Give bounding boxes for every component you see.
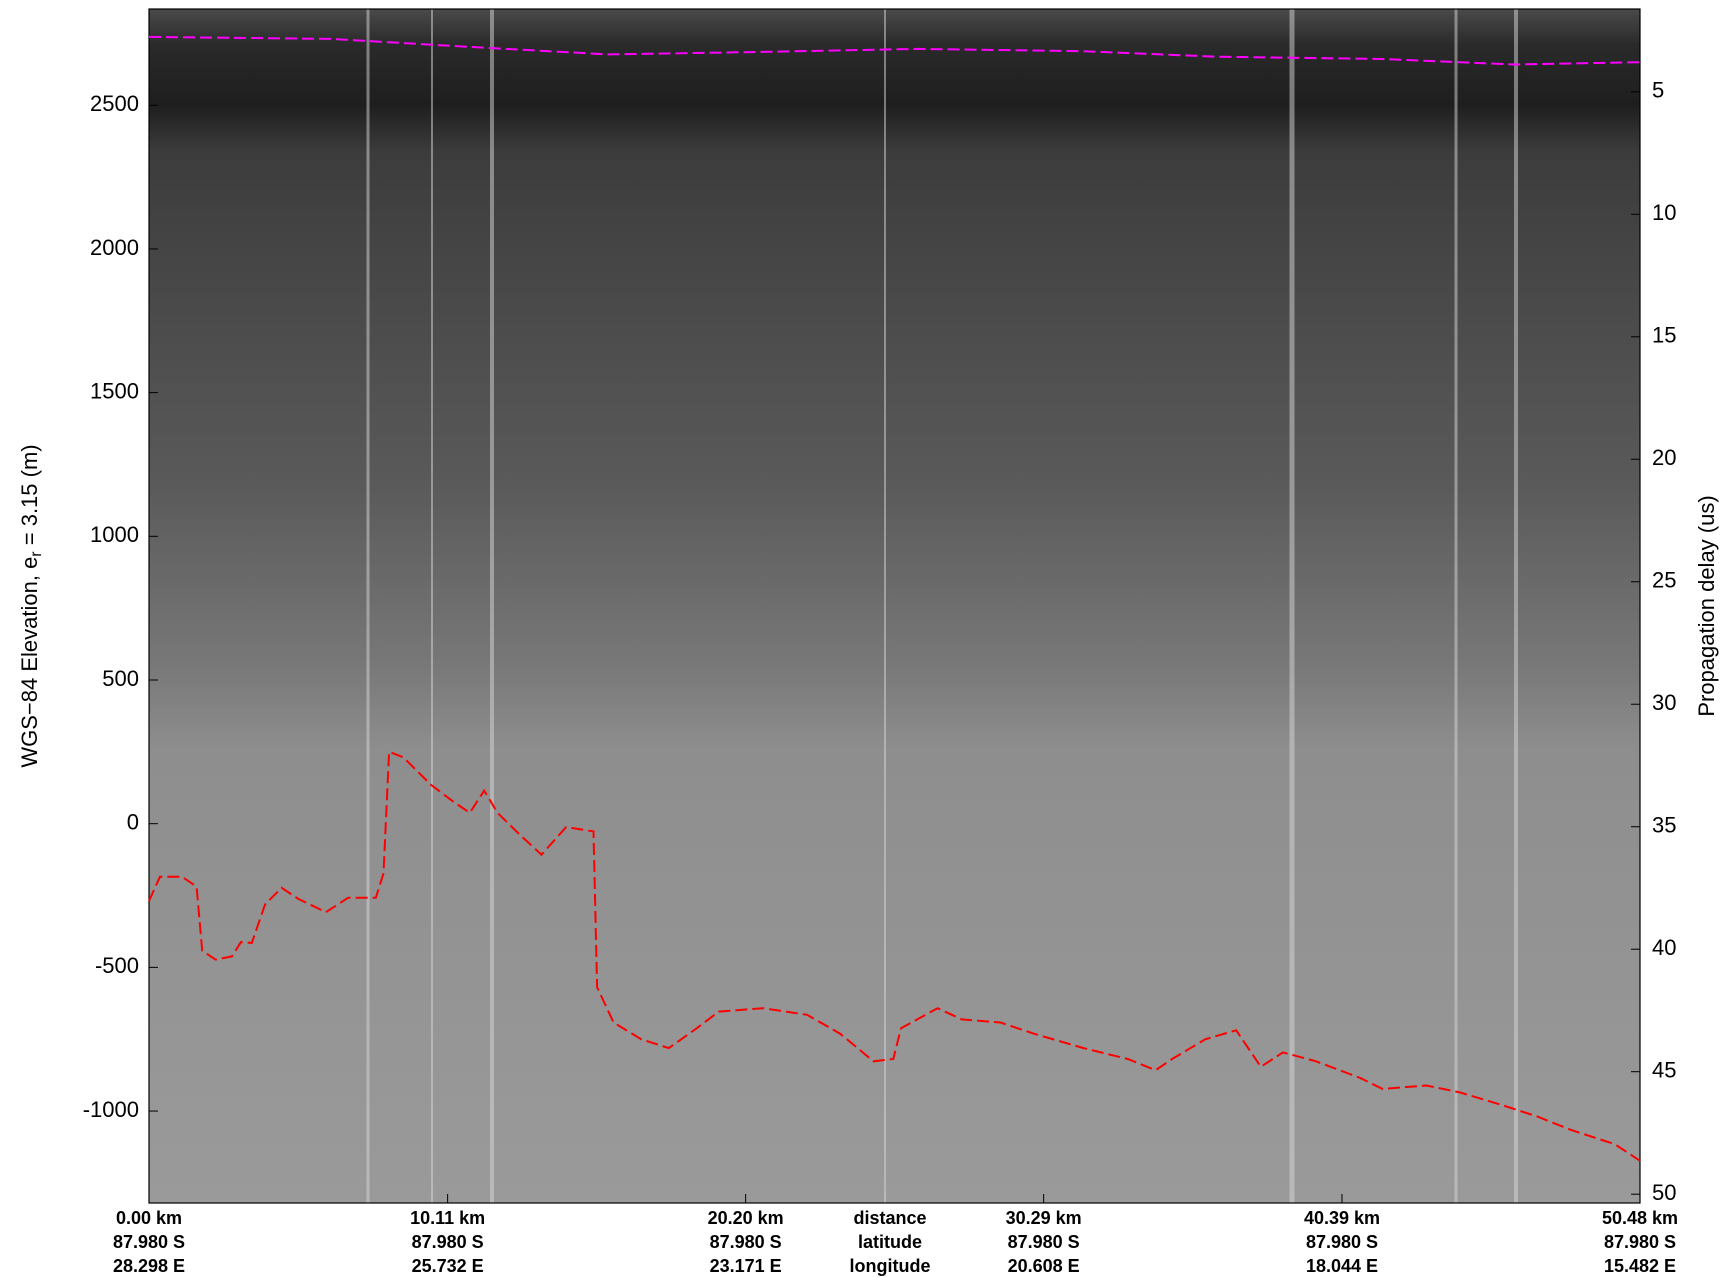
x-tick-label: 0.00 km [116,1208,182,1228]
y2-tick-label: 45 [1652,1058,1676,1083]
y-tick-label: 2000 [90,235,139,260]
y-tick-label: 2500 [90,91,139,116]
y2-tick-label: 50 [1652,1180,1676,1205]
x-tick-label: 20.20 km [708,1208,784,1228]
x-tick-longitude: 25.732 E [412,1256,484,1276]
y2-tick-label: 15 [1652,323,1676,348]
x-tick-latitude: 87.980 S [1008,1232,1080,1252]
y2-tick-label: 35 [1652,813,1676,838]
y2-tick-label: 30 [1652,690,1676,715]
y2-tick-label: 40 [1652,935,1676,960]
x-tick-latitude: 87.980 S [1306,1232,1378,1252]
y2-axis-label: Propagation delay (us) [1694,495,1719,716]
y-tick-label: 0 [127,809,139,834]
x-tick-label: 10.11 km [410,1208,485,1228]
plot-frame [148,8,1641,1204]
x-tick-latitude: 87.980 S [710,1232,782,1252]
x-tick-latitude: 87.980 S [412,1232,484,1252]
x-tick-longitude: 18.044 E [1306,1256,1378,1276]
y-tick-label: -1000 [83,1097,139,1122]
x-row-label: longitude [850,1256,931,1276]
x-tick-longitude: 15.482 E [1604,1256,1676,1276]
y2-tick-label: 20 [1652,445,1676,470]
y-tick-label: 1000 [90,522,139,547]
streaks [366,9,1518,1203]
x-tick-label: 40.39 km [1304,1208,1380,1228]
x-tick-latitude: 87.980 S [113,1232,185,1252]
x-tick-label: 30.29 km [1006,1208,1082,1228]
y-tick-label: -500 [95,953,139,978]
y2-tick-label: 25 [1652,568,1676,593]
echogram [149,9,1640,1203]
x-row-label: distance [853,1208,926,1228]
y-tick-label: 1500 [90,378,139,403]
x-tick-latitude: 87.980 S [1604,1232,1676,1252]
series-line [148,35,1641,66]
x-tick-longitude: 20.608 E [1008,1256,1080,1276]
series-line [148,750,1641,1162]
y-tick-label: 500 [102,666,139,691]
y2-tick-label: 10 [1652,200,1676,225]
y-axis-label: WGS−84 Elevation, er = 3.15 (m) [17,444,45,767]
x-tick-longitude: 28.298 E [113,1256,185,1276]
x-tick-longitude: 23.171 E [710,1256,782,1276]
y2-tick-label: 5 [1652,78,1664,103]
x-row-label: latitude [858,1232,922,1252]
x-tick-label: 50.48 km [1602,1208,1678,1228]
